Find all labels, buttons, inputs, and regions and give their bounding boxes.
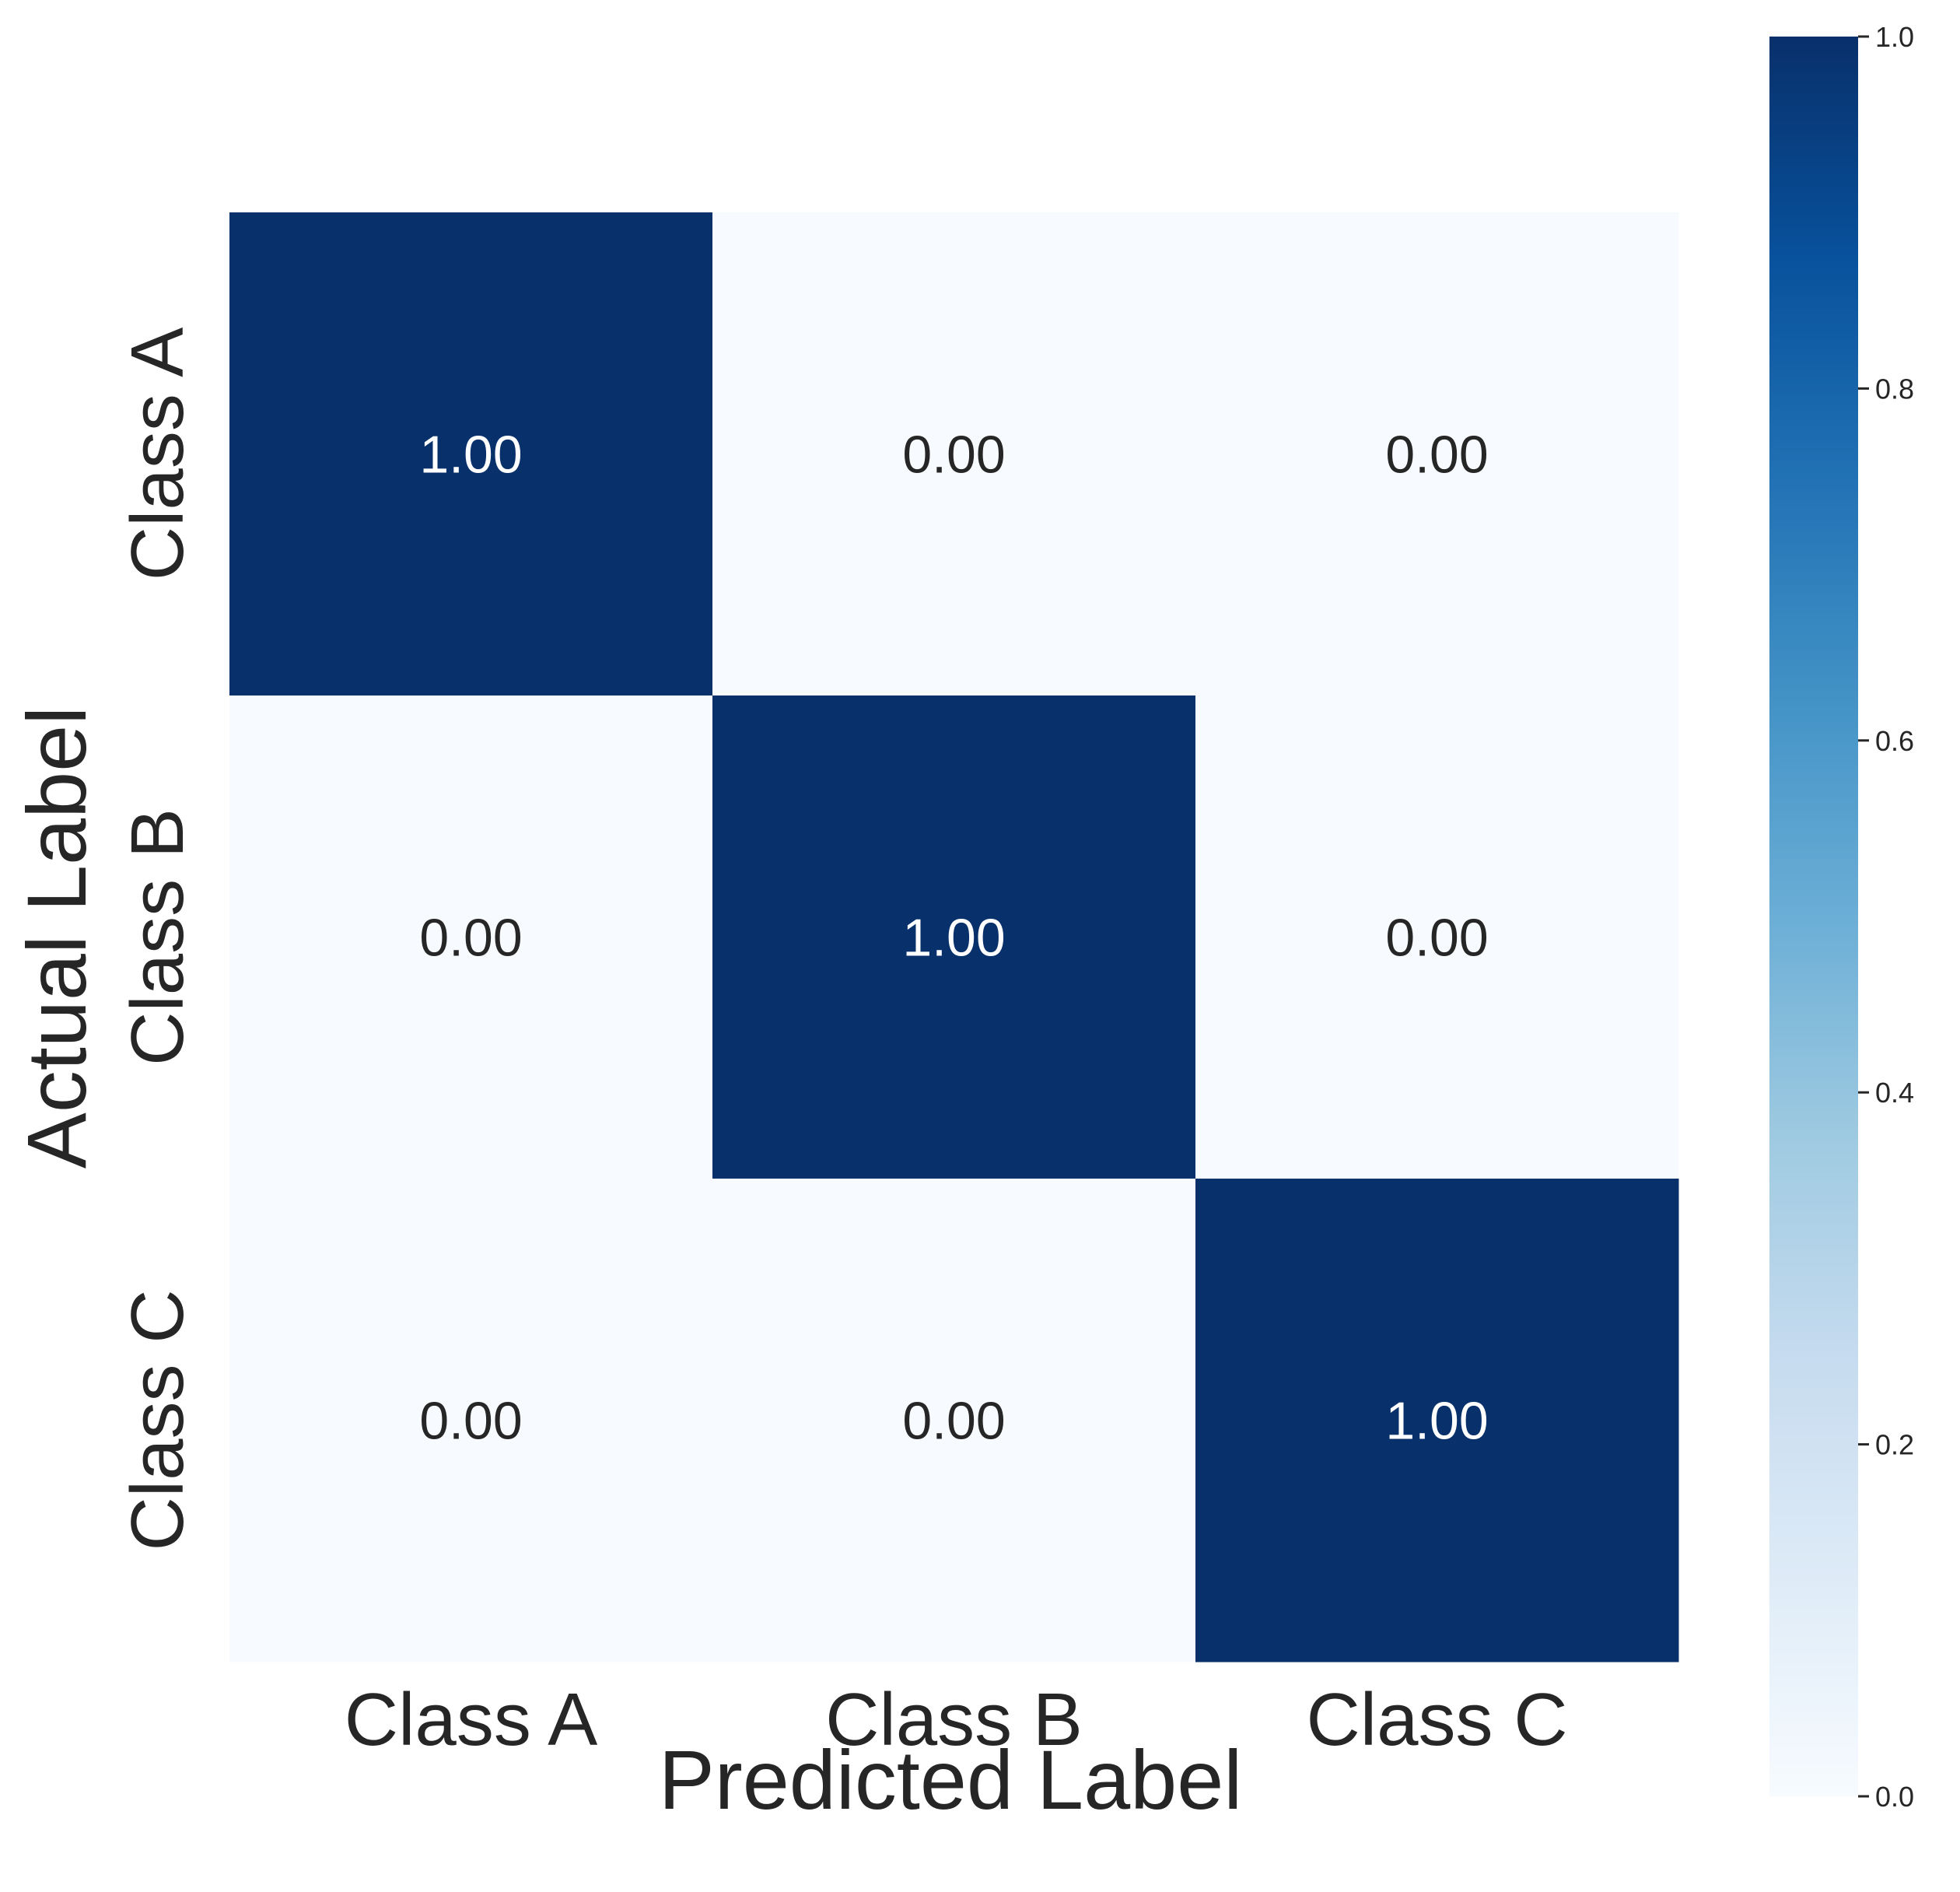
cell-annotation: 0.00 — [902, 426, 1005, 485]
heatmap-cell — [1195, 212, 1679, 696]
colorbar-tick-label: 0.0 — [1875, 1781, 1914, 1813]
cell-annotation: 0.00 — [1385, 909, 1488, 968]
cell-annotation: 0.00 — [1385, 426, 1488, 485]
heatmap-cell — [1195, 695, 1679, 1179]
colorbar-tick-label: 0.2 — [1875, 1429, 1914, 1461]
cell-annotation: 1.00 — [1385, 1392, 1488, 1451]
y-tick-label: Class C — [116, 1289, 199, 1550]
x-tick-labels: Class A Class B Class C — [345, 1678, 1568, 1761]
heatmap-cell — [712, 1179, 1196, 1663]
colorbar-tick-label: 0.8 — [1875, 373, 1914, 405]
cell-annotations: 1.00 0.00 0.00 0.00 1.00 0.00 0.00 0.00 1.00 — [419, 426, 1488, 1451]
colorbar-tick-label: 1.0 — [1875, 21, 1914, 53]
x-tick-label: Class A — [345, 1678, 597, 1761]
heatmap-cells — [229, 212, 1679, 1663]
colorbar: 0.0 0.2 0.4 0.6 0.8 1.0 — [1769, 21, 1914, 1813]
heatmap-cell — [229, 1179, 713, 1663]
cell-annotation: 1.00 — [902, 909, 1005, 968]
x-tick-label: Class B — [825, 1678, 1083, 1761]
x-axis-label: Predicted Label — [659, 1733, 1243, 1827]
cell-annotation: 0.00 — [419, 909, 522, 968]
cell-annotation: 1.00 — [419, 426, 522, 485]
colorbar-ticks: 0.0 0.2 0.4 0.6 0.8 1.0 — [1858, 21, 1914, 1813]
heatmap-cell — [229, 695, 713, 1179]
y-tick-label: Class A — [116, 328, 199, 580]
colorbar-gradient — [1769, 37, 1858, 1796]
heatmap-cell — [1195, 1179, 1679, 1663]
x-tick-label: Class C — [1306, 1678, 1567, 1761]
heatmap-cell — [712, 695, 1196, 1179]
y-tick-labels: Class A Class B Class C — [116, 328, 199, 1551]
y-tick-label: Class B — [116, 808, 199, 1066]
colorbar-tick-label: 0.4 — [1875, 1077, 1914, 1109]
cell-annotation: 0.00 — [902, 1392, 1005, 1451]
heatmap-cell — [229, 212, 713, 696]
y-axis-label: Actual Label — [9, 706, 103, 1168]
colorbar-tick-label: 0.6 — [1875, 725, 1914, 757]
cell-annotation: 0.00 — [419, 1392, 522, 1451]
heatmap-cell — [712, 212, 1196, 696]
